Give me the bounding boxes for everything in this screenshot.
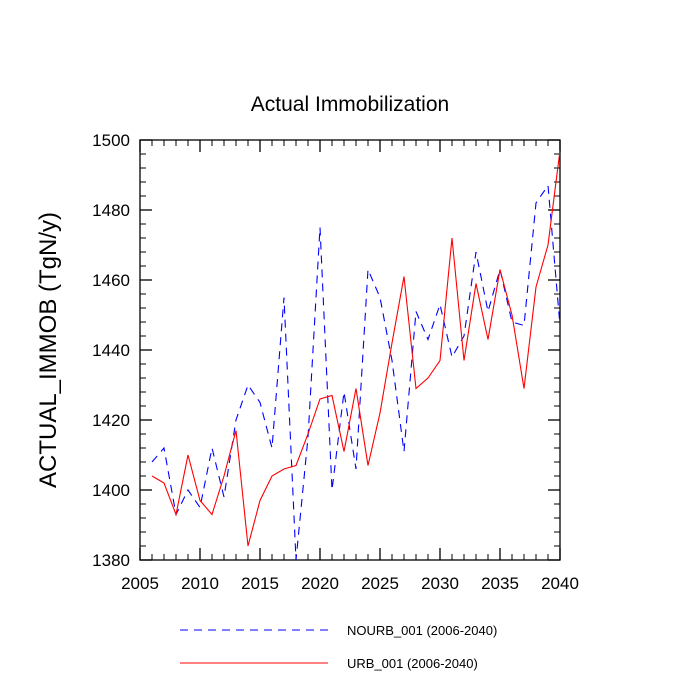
x-tick-label: 2035	[481, 574, 519, 593]
legend-label-urb: URB_001 (2006-2040)	[347, 656, 478, 671]
y-axis-label: ACTUAL_IMMOB (TgN/y)	[35, 212, 62, 488]
x-tick-label: 2025	[361, 574, 399, 593]
y-tick-label: 1380	[92, 551, 130, 570]
y-tick-label: 1440	[92, 341, 130, 360]
axes: 2005 2010 2015 2020 2025 2030 2035 2040 1380 1400…	[92, 131, 579, 593]
y-tick-label: 1460	[92, 271, 130, 290]
x-tick-label: 2030	[421, 574, 459, 593]
x-tick-label: 2020	[301, 574, 339, 593]
y-tick-label: 1500	[92, 131, 130, 150]
x-tick-label: 2040	[541, 574, 579, 593]
x-tick-label: 2010	[181, 574, 219, 593]
series-layer	[151, 150, 560, 560]
series-line-nourb	[151, 183, 560, 560]
legend: NOURB_001 (2006-2040) URB_001 (2006-2040)	[180, 623, 497, 671]
y-tick-label: 1480	[92, 201, 130, 220]
x-tick-label: 2005	[121, 574, 159, 593]
legend-label-nourb: NOURB_001 (2006-2040)	[347, 623, 497, 638]
y-tick-label: 1420	[92, 411, 130, 430]
chart-title: Actual Immobilization	[251, 93, 449, 116]
x-tick-label: 2015	[241, 574, 279, 593]
plot-frame	[139, 139, 561, 561]
y-tick-label: 1400	[92, 481, 130, 500]
series-line-urb	[151, 150, 560, 547]
